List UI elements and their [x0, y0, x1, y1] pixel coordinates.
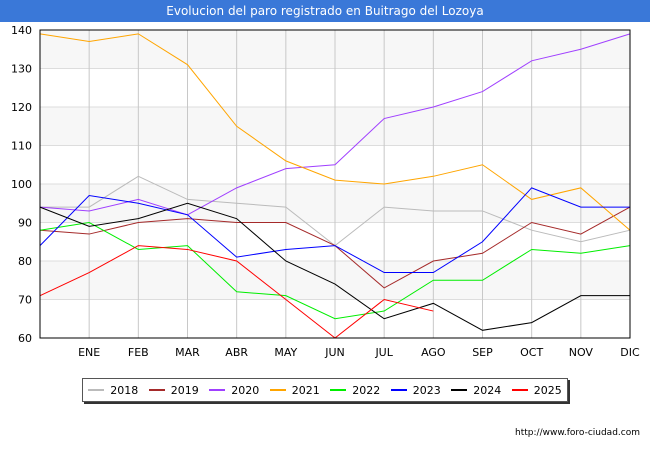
x-tick-label: JUN [324, 346, 345, 359]
legend-label: 2021 [291, 383, 320, 397]
legend-item-2023: 2023 [390, 383, 441, 397]
y-tick-label: 60 [18, 332, 32, 345]
y-tick-label: 80 [18, 255, 32, 268]
legend-swatch [451, 389, 468, 391]
legend-item-2019: 2019 [148, 383, 199, 397]
legend-label: 2023 [412, 383, 441, 397]
y-tick-label: 120 [11, 101, 32, 114]
series-line-2025 [39, 245, 434, 339]
y-tick-label: 90 [18, 217, 32, 230]
x-tick-label: ABR [225, 346, 248, 359]
plot-border [39, 29, 631, 339]
legend-item-2021: 2021 [269, 383, 320, 397]
legend-label: 2024 [473, 383, 502, 397]
legend-swatch [330, 389, 347, 391]
series-line-2021 [39, 33, 631, 231]
legend-item-2024: 2024 [451, 384, 501, 397]
legend-swatch [390, 389, 407, 391]
legend-swatch [148, 389, 165, 391]
y-tick-label: 100 [11, 178, 32, 191]
x-tick-label: MAY [274, 346, 297, 359]
legend-swatch [209, 389, 226, 391]
legend-item-2022: 2022 [330, 384, 380, 397]
series-line-2020 [39, 33, 631, 216]
x-tick-label: MAR [175, 346, 200, 359]
y-tick-label: 110 [11, 140, 32, 153]
source-url: http://www.foro-ciudad.com [515, 428, 640, 438]
chart-title: Evolucion del paro registrado en Buitrag… [0, 0, 650, 22]
legend-swatch [269, 389, 286, 391]
y-tick-label: 70 [18, 294, 32, 307]
legend-item-2018: 2018 [88, 384, 138, 397]
legend-label: 2019 [170, 383, 199, 397]
x-tick-label: AGO [421, 346, 446, 359]
x-tick-label: OCT [520, 346, 543, 359]
y-tick-label: 140 [11, 24, 32, 37]
legend-item-2025: 2025 [511, 383, 562, 397]
series-line-2022 [39, 221, 631, 320]
x-tick-label: NOV [569, 346, 594, 359]
x-tick-label: JUL [374, 346, 393, 359]
legend-swatch [511, 389, 528, 391]
x-tick-label: SEP [472, 346, 493, 359]
legend-label: 2018 [110, 383, 139, 397]
legend-label: 2022 [352, 383, 381, 397]
series-line-2024 [39, 202, 630, 331]
x-tick-label: DIC [620, 346, 640, 359]
legend-label: 2025 [533, 383, 562, 397]
legend-swatch [88, 389, 105, 391]
series-line-2023 [39, 187, 630, 274]
x-tick-label: ENE [78, 346, 100, 359]
legend: 2018 2019 2020 2021 2022 2023 2024 2025 [82, 378, 568, 402]
legend-label: 2020 [231, 383, 260, 397]
y-tick-label: 130 [11, 63, 32, 76]
x-tick-label: FEB [128, 346, 149, 359]
legend-item-2020: 2020 [209, 384, 259, 397]
